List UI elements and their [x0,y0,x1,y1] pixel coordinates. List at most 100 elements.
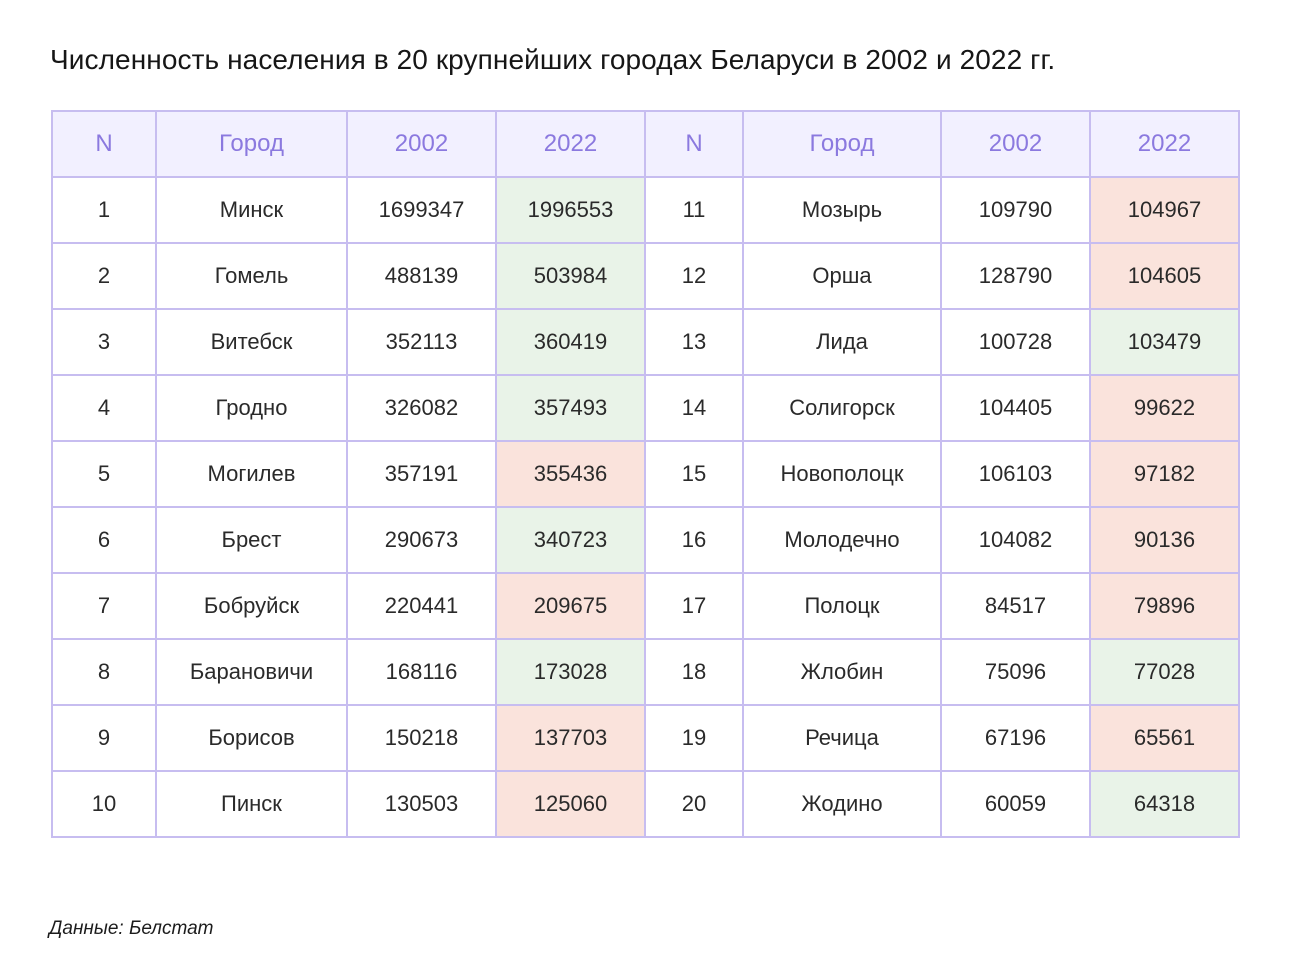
city-name-cell: Брест [155,506,348,574]
population-2002-cell: 75096 [940,638,1091,706]
city-name-cell: Полоцк [742,572,942,640]
city-name-cell: Борисов [155,704,348,772]
population-2022-cell: 77028 [1089,638,1240,706]
row-number-cell: 4 [51,374,157,442]
row-number-cell: 13 [644,308,744,376]
population-2002-cell: 290673 [346,506,497,574]
population-2022-cell: 173028 [495,638,646,706]
population-2002-cell: 150218 [346,704,497,772]
header-n-left: N [51,110,157,178]
population-2022-cell: 209675 [495,572,646,640]
city-name-cell: Минск [155,176,348,244]
row-number-cell: 15 [644,440,744,508]
header-2022-right: 2022 [1089,110,1240,178]
city-name-cell: Мозырь [742,176,942,244]
population-2022-cell: 340723 [495,506,646,574]
city-name-cell: Пинск [155,770,348,838]
population-2022-cell: 64318 [1089,770,1240,838]
table-row: 4 Гродно 326082 357493 14 Солигорск 104405 9962… [51,374,1240,442]
population-2022-cell: 97182 [1089,440,1240,508]
population-2022-cell: 65561 [1089,704,1240,772]
table-row: 5 Могилев 357191 355436 15 Новополоцк 106103 97… [51,440,1240,508]
city-name-cell: Молодечно [742,506,942,574]
city-name-cell: Жодино [742,770,942,838]
city-name-cell: Могилев [155,440,348,508]
population-2022-cell: 503984 [495,242,646,310]
header-city-right: Город [742,110,942,178]
header-2022-left: 2022 [495,110,646,178]
table-row: 8 Барановичи 168116 173028 18 Жлобин 75096 7702… [51,638,1240,706]
population-2002-cell: 220441 [346,572,497,640]
city-name-cell: Жлобин [742,638,942,706]
city-name-cell: Барановичи [155,638,348,706]
table-header-row: N Город 2002 2022 N Город 2002 2022 [51,110,1240,178]
row-number-cell: 18 [644,638,744,706]
population-2022-cell: 137703 [495,704,646,772]
population-2002-cell: 67196 [940,704,1091,772]
population-2022-cell: 104605 [1089,242,1240,310]
population-2002-cell: 128790 [940,242,1091,310]
row-number-cell: 8 [51,638,157,706]
city-name-cell: Новополоцк [742,440,942,508]
population-2022-cell: 79896 [1089,572,1240,640]
population-2002-cell: 357191 [346,440,497,508]
population-2022-cell: 90136 [1089,506,1240,574]
row-number-cell: 19 [644,704,744,772]
table-row: 2 Гомель 488139 503984 12 Орша 128790 104605 [51,242,1240,310]
population-2002-cell: 1699347 [346,176,497,244]
population-table-container: N Город 2002 2022 N Город 2002 2022 1 Мин… [51,110,1240,838]
row-number-cell: 20 [644,770,744,838]
city-name-cell: Витебск [155,308,348,376]
table-body: 1 Минск 1699347 1996553 11 Мозырь 109790 104967… [51,176,1240,838]
header-2002-right: 2002 [940,110,1091,178]
row-number-cell: 12 [644,242,744,310]
table-row: 3 Витебск 352113 360419 13 Лида 100728 103479 [51,308,1240,376]
row-number-cell: 17 [644,572,744,640]
population-2022-cell: 103479 [1089,308,1240,376]
row-number-cell: 6 [51,506,157,574]
population-2002-cell: 104405 [940,374,1091,442]
row-number-cell: 16 [644,506,744,574]
population-2002-cell: 60059 [940,770,1091,838]
header-2002-left: 2002 [346,110,497,178]
header-n-right: N [644,110,744,178]
row-number-cell: 14 [644,374,744,442]
population-2022-cell: 357493 [495,374,646,442]
population-2002-cell: 352113 [346,308,497,376]
table-row: 10 Пинск 130503 125060 20 Жодино 60059 64318 [51,770,1240,838]
population-2002-cell: 109790 [940,176,1091,244]
population-2022-cell: 1996553 [495,176,646,244]
row-number-cell: 10 [51,770,157,838]
city-name-cell: Речица [742,704,942,772]
population-2022-cell: 360419 [495,308,646,376]
table-row: 9 Борисов 150218 137703 19 Речица 67196 65561 [51,704,1240,772]
population-2002-cell: 488139 [346,242,497,310]
city-name-cell: Лида [742,308,942,376]
row-number-cell: 2 [51,242,157,310]
chart-title: Численность населения в 20 крупнейших го… [50,44,1056,75]
population-2022-cell: 355436 [495,440,646,508]
row-number-cell: 7 [51,572,157,640]
table-row: 1 Минск 1699347 1996553 11 Мозырь 109790 104967 [51,176,1240,244]
population-2002-cell: 130503 [346,770,497,838]
population-2002-cell: 168116 [346,638,497,706]
row-number-cell: 11 [644,176,744,244]
population-2022-cell: 104967 [1089,176,1240,244]
row-number-cell: 3 [51,308,157,376]
row-number-cell: 1 [51,176,157,244]
population-2022-cell: 99622 [1089,374,1240,442]
table-row: 6 Брест 290673 340723 16 Молодечно 104082 90136 [51,506,1240,574]
population-2002-cell: 326082 [346,374,497,442]
population-2002-cell: 104082 [940,506,1091,574]
city-name-cell: Орша [742,242,942,310]
row-number-cell: 9 [51,704,157,772]
city-name-cell: Бобруйск [155,572,348,640]
population-2002-cell: 100728 [940,308,1091,376]
city-name-cell: Гомель [155,242,348,310]
population-2022-cell: 125060 [495,770,646,838]
population-2002-cell: 84517 [940,572,1091,640]
city-name-cell: Солигорск [742,374,942,442]
header-city-left: Город [155,110,348,178]
data-source-note: Данные: Белстат [49,918,214,939]
city-name-cell: Гродно [155,374,348,442]
